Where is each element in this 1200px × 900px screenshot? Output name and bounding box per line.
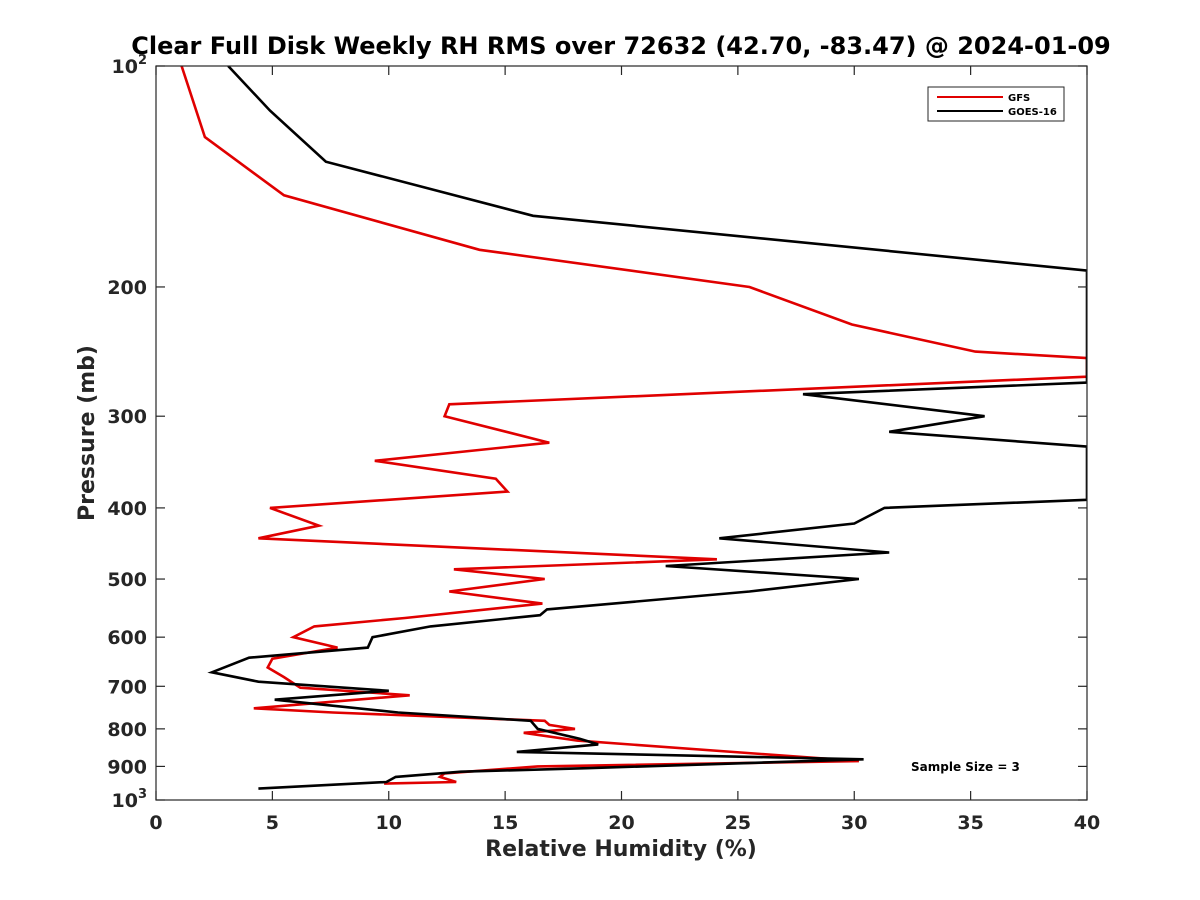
y-tick-label: 800: [107, 719, 147, 741]
legend-label-gfs: GFS: [1008, 93, 1030, 104]
series-line-gfs: [180, 66, 1087, 785]
legend-label-goes16: GOES-16: [1008, 107, 1057, 118]
x-tick-label: 35: [957, 812, 983, 834]
x-tick-label: 10: [376, 812, 402, 834]
y-tick-label: 400: [107, 498, 147, 520]
x-tick-label: 5: [266, 812, 279, 834]
x-tick-label: 20: [608, 812, 634, 834]
y-tick-label: 900: [107, 756, 147, 778]
x-tick-label: 30: [841, 812, 867, 834]
x-tick-label: 25: [725, 812, 751, 834]
y-tick-label: 102: [112, 53, 148, 78]
series-line-goes16: [207, 66, 1087, 790]
x-tick-label: 15: [492, 812, 518, 834]
legend: GFS GOES-16: [927, 86, 1065, 122]
x-tick-label: 40: [1074, 812, 1100, 834]
x-axis: 0 5 10 15 20 25 30 35 40: [149, 66, 1100, 834]
plot-frame: [155, 65, 1088, 801]
y-tick-label: 300: [107, 406, 147, 428]
legend-box: [927, 86, 1065, 122]
chart-title: Clear Full Disk Weekly RH RMS over 72632…: [131, 32, 1111, 60]
sample-size-annotation: Sample Size = 3: [911, 760, 1020, 774]
y-axis-label: Pressure (mb): [75, 345, 100, 521]
x-axis-label: Relative Humidity (%): [485, 837, 757, 862]
y-tick-label: 600: [107, 627, 147, 649]
x-tick-label: 0: [149, 812, 162, 834]
y-tick-label: 700: [107, 676, 147, 698]
y-tick-label: 103: [112, 787, 148, 812]
y-tick-label: 500: [107, 569, 147, 591]
y-tick-label: 200: [107, 277, 147, 299]
y-axis: 102 200 300 400 500 600 700 800 900 103: [107, 53, 1087, 812]
series-layer: [180, 66, 1087, 790]
